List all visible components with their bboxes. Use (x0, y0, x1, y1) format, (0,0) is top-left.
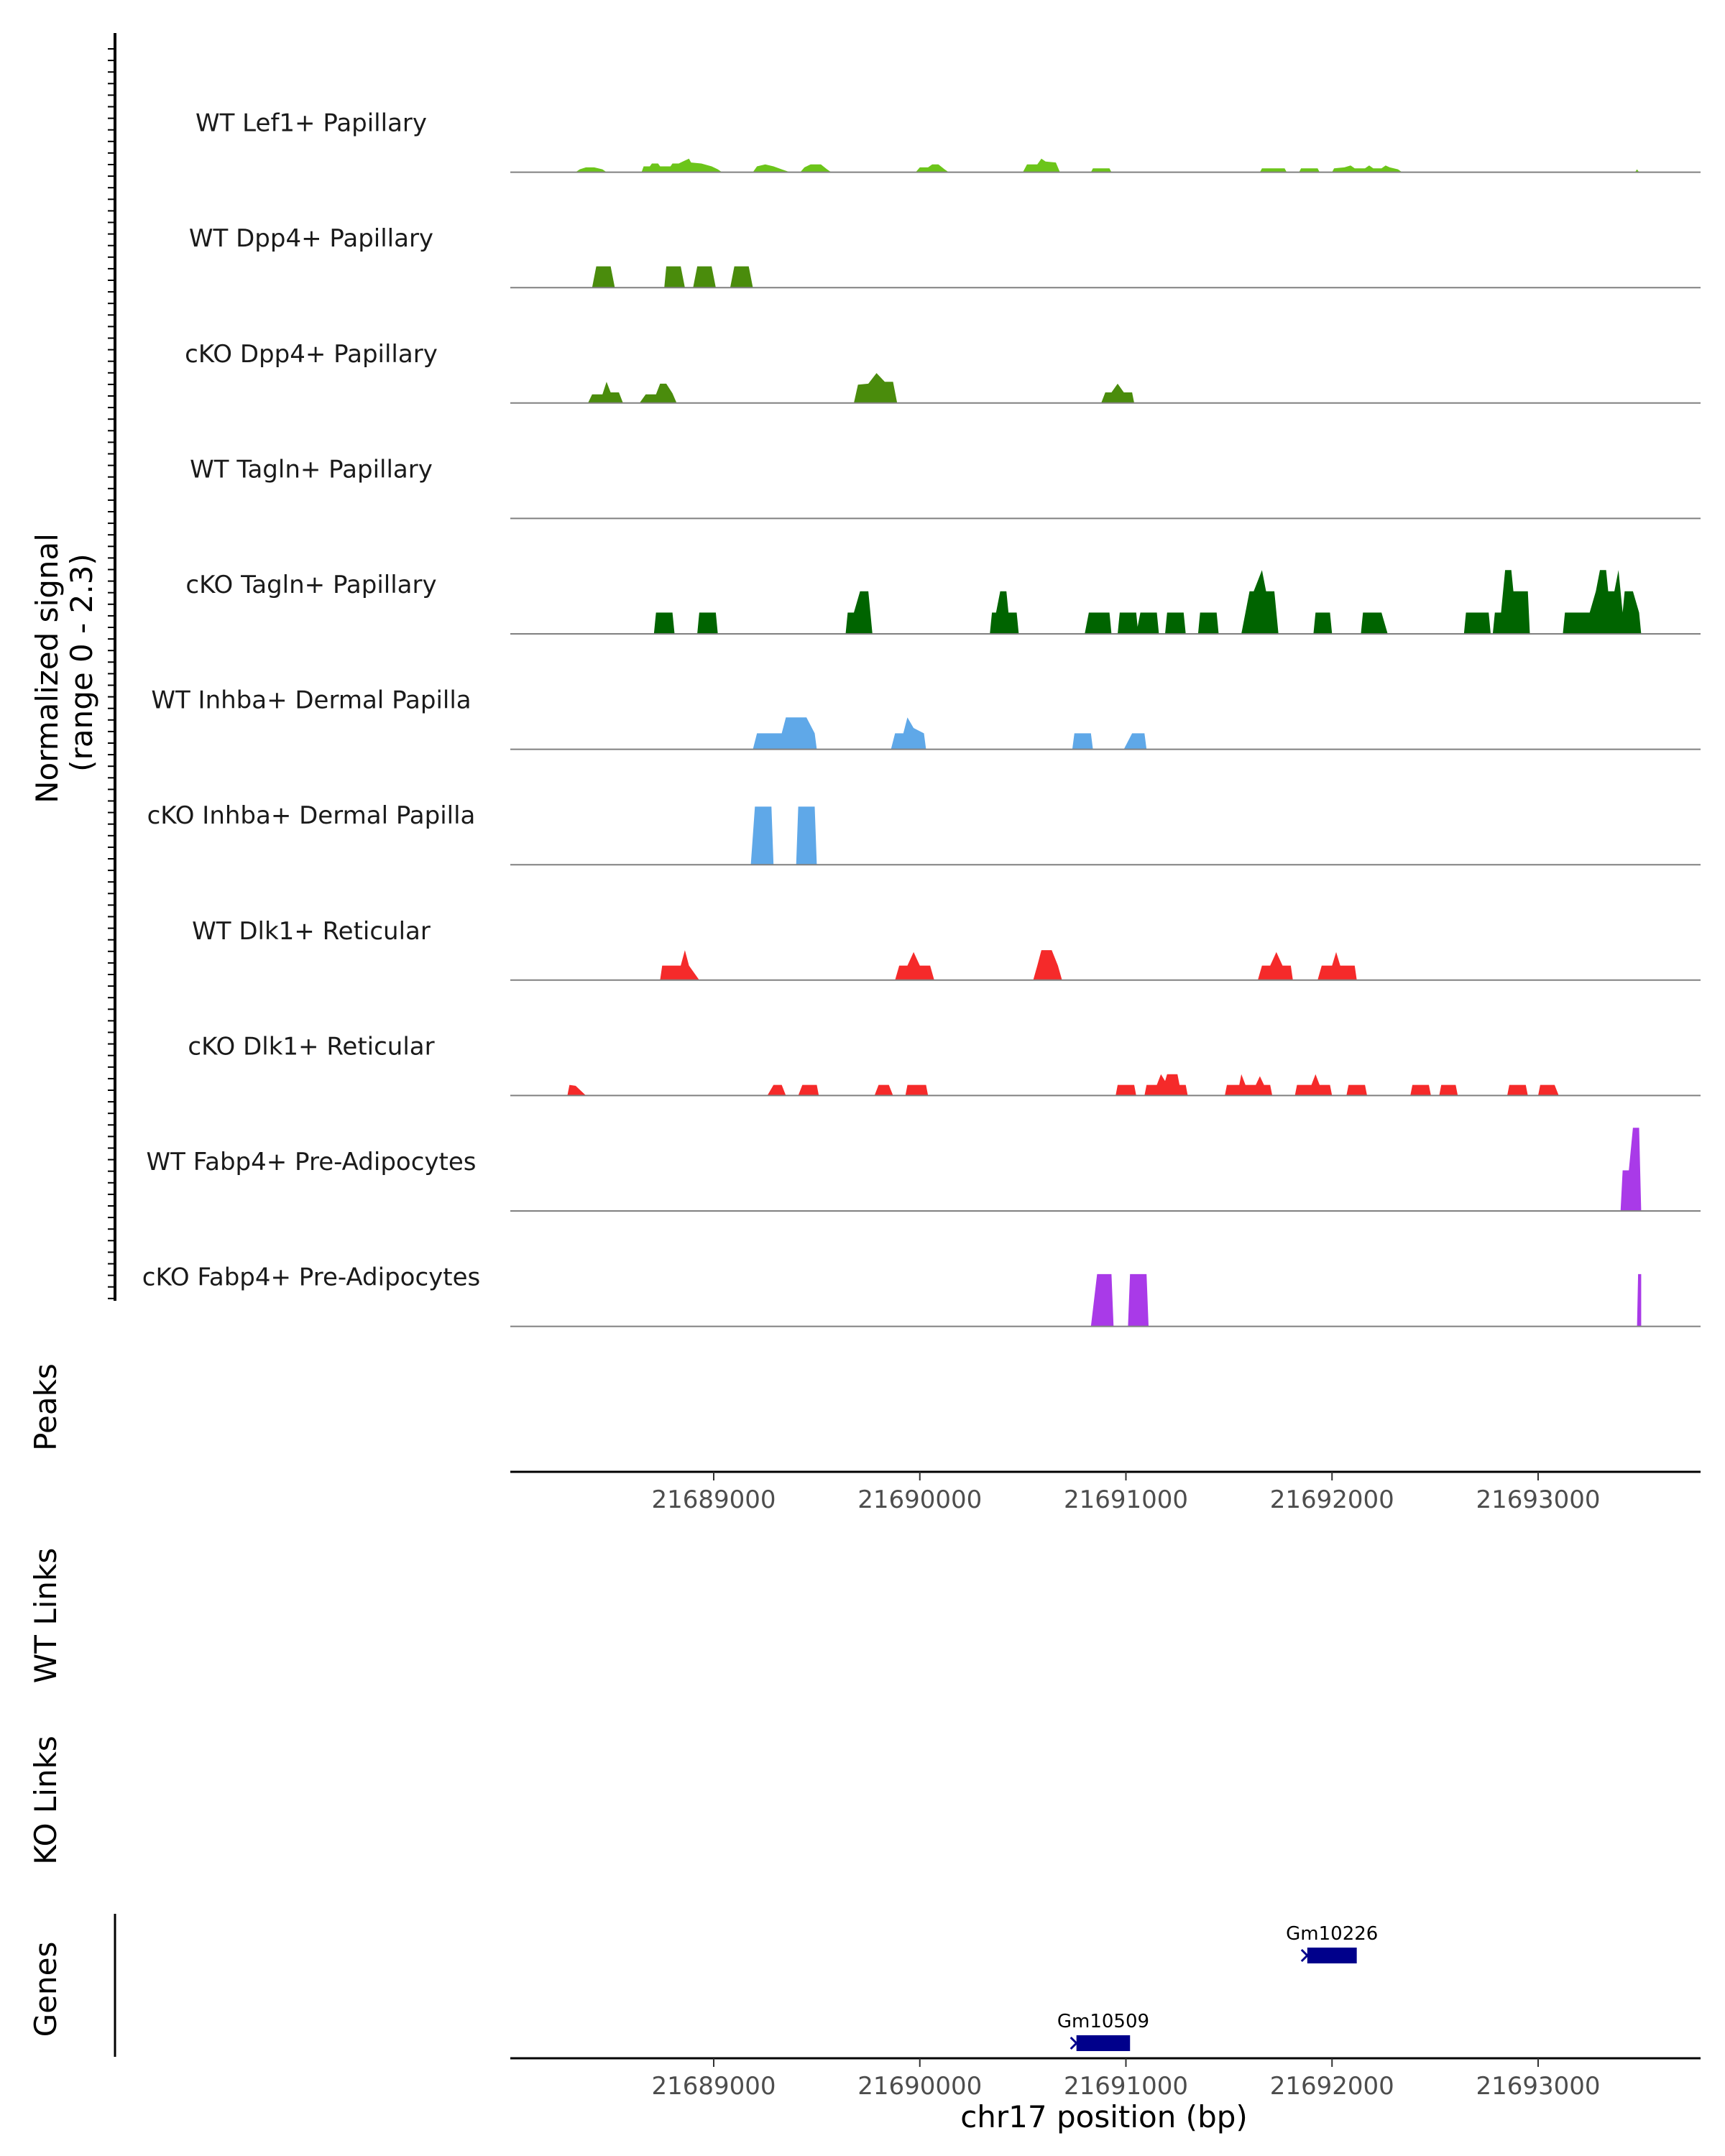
x-tick-label: 21693000 (1476, 1485, 1600, 1514)
gene-annotations: Gm10226 Gm10509 (1057, 1923, 1378, 2051)
strand-arrow (1070, 2036, 1078, 2050)
x-tick-label: 21689000 (651, 2072, 776, 2101)
coverage-area (653, 570, 1642, 634)
x-tick-label: 21691000 (1064, 1485, 1188, 1514)
signal-axis-title: Normalized signal (29, 533, 65, 803)
coverage-tracks: WT Lef1+ Papillary WT Dpp4+ Papillary cKO … (142, 109, 1701, 1327)
coverage-area (753, 717, 1147, 750)
track-label: WT Fabp4+ Pre-Adipocytes (147, 1148, 477, 1176)
track-7: cKO Inhba+ Dermal Papilla (147, 801, 1701, 866)
track-11: cKO Fabp4+ Pre-Adipocytes (142, 1263, 1701, 1327)
genes-panel-title: Genes (28, 1942, 63, 2037)
gene-label: Gm10509 (1057, 2011, 1149, 2032)
track-10: WT Fabp4+ Pre-Adipocytes (147, 1128, 1701, 1212)
track-label: cKO Fabp4+ Pre-Adipocytes (142, 1263, 481, 1292)
coverage-area (750, 806, 817, 865)
track-label: cKO Inhba+ Dermal Papilla (147, 801, 476, 830)
peaks-x-axis: 21689000 21690000 21691000 21692000 21693000 (510, 1470, 1701, 1514)
signal-axis (108, 33, 116, 1301)
x-tick-label: 21690000 (857, 2072, 982, 2101)
signal-axis-subtitle: (range 0 - 2.3) (64, 553, 99, 772)
ko-links-panel-title: KO Links (28, 1736, 63, 1865)
gene-body (1076, 2035, 1131, 2051)
track-label: WT Lef1+ Papillary (196, 109, 427, 138)
track-label: WT Tagln+ Papillary (190, 455, 433, 484)
track-label: cKO Dpp4+ Papillary (185, 340, 438, 369)
coverage-area (660, 950, 1357, 980)
coverage-area (567, 1074, 1559, 1096)
track-label: WT Inhba+ Dermal Papilla (151, 686, 471, 715)
track-label: WT Dpp4+ Papillary (189, 224, 433, 253)
gene-label: Gm10226 (1286, 1923, 1378, 1945)
x-tick-label: 21692000 (1270, 2072, 1394, 2101)
track-label: cKO Tagln+ Papillary (185, 571, 436, 599)
track-2: WT Dpp4+ Papillary (189, 224, 1701, 289)
track-8: WT Dlk1+ Reticular (192, 917, 1701, 981)
gene-Gm10509: Gm10509 (1057, 2011, 1149, 2051)
track-1: WT Lef1+ Papillary (196, 109, 1701, 173)
track-label: cKO Dlk1+ Reticular (188, 1032, 434, 1061)
track-3: cKO Dpp4+ Papillary (185, 340, 1701, 404)
gene-body (1307, 1948, 1357, 1963)
track-9: cKO Dlk1+ Reticular (188, 1032, 1701, 1097)
strand-arrow (1300, 1948, 1309, 1963)
x-tick-label: 21693000 (1476, 2072, 1600, 2101)
track-5: cKO Tagln+ Papillary (185, 570, 1701, 635)
coverage-area (1090, 1273, 1642, 1327)
x-tick-label: 21689000 (651, 1485, 776, 1514)
coverage-area (1620, 1128, 1642, 1211)
track-6: WT Inhba+ Dermal Papilla (151, 686, 1701, 750)
track-4: WT Tagln+ Papillary (190, 455, 1701, 520)
coverage-area (588, 373, 1134, 403)
peaks-panel-title: Peaks (28, 1363, 63, 1451)
x-tick-label: 21690000 (857, 1485, 982, 1514)
coverage-area (592, 266, 753, 288)
x-tick-label: 21692000 (1270, 1485, 1394, 1514)
x-axis-title: chr17 position (bp) (960, 2099, 1248, 2134)
x-tick-label: 21691000 (1064, 2072, 1188, 2101)
coverage-area (575, 158, 1639, 172)
genes-x-axis: 21689000 21690000 21691000 21692000 21693000 (510, 2057, 1701, 2101)
wt-links-panel-title: WT Links (28, 1548, 63, 1683)
gene-Gm10226: Gm10226 (1286, 1923, 1378, 1963)
track-label: WT Dlk1+ Reticular (192, 917, 431, 946)
